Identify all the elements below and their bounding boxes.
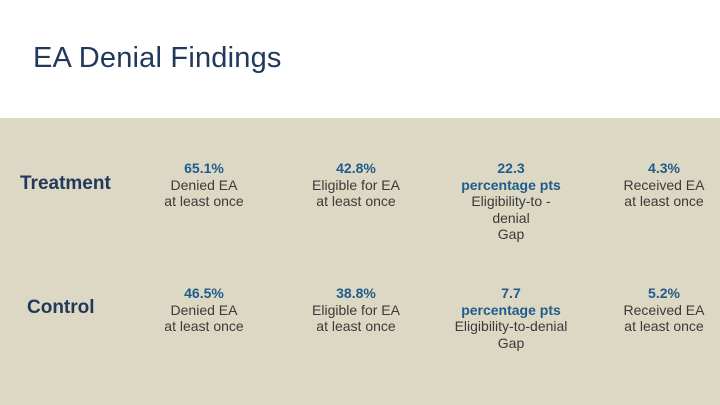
stat-cell-treatment-gap: 22.3 percentage pts Eligibility-to - den… [436,160,586,243]
findings-panel: Treatment 65.1% Denied EA at least once … [0,118,720,405]
stat-value: 65.1% [184,160,224,176]
stat-cell-treatment-eligible: 42.8% Eligible for EA at least once [281,160,431,210]
stat-line: at least once [624,193,704,209]
stat-cell-control-eligible: 38.8% Eligible for EA at least once [281,285,431,335]
row-label-control: Control [27,297,95,318]
stat-line: at least once [164,318,244,334]
stat-value-unit: percentage pts [461,176,561,193]
stat-value: 22.3 [497,160,525,176]
stat-line: at least once [624,318,704,334]
stat-cell-control-denied: 46.5% Denied EA at least once [129,285,279,335]
stat-cell-control-received: 5.2% Received EA at least once [589,285,720,335]
stat-line: Eligible for EA [312,301,400,318]
stat-value: 7.7 [501,285,521,301]
stat-cell-treatment-denied: 65.1% Denied EA at least once [129,160,279,210]
stat-line: at least once [316,318,396,334]
stat-line: Denied EA [170,301,238,318]
stat-line: Gap [497,334,525,351]
stat-line: denial [492,209,530,226]
slide-title: EA Denial Findings [33,42,282,74]
stat-line: Gap [497,226,525,242]
stat-line: Received EA [623,301,705,318]
stat-line: Received EA [623,176,705,193]
stat-value: 4.3% [648,160,680,176]
stat-line: at least once [316,193,396,209]
stat-line: Eligibility-to - [471,193,551,209]
stat-cell-control-gap: 7.7 percentage pts Eligibility-to-denial… [436,285,586,351]
stat-line: at least once [164,193,244,209]
stat-value: 42.8% [336,160,376,176]
stat-cell-treatment-received: 4.3% Received EA at least once [589,160,720,210]
stat-value: 46.5% [184,285,224,301]
stat-value: 5.2% [648,285,680,301]
stat-value: 38.8% [336,285,376,301]
row-label-treatment: Treatment [20,173,111,194]
stat-line: Eligible for EA [312,176,400,193]
stat-line: Denied EA [170,176,238,193]
stat-value-unit: percentage pts [461,301,561,318]
stat-line: Eligibility-to-denial [454,318,568,334]
